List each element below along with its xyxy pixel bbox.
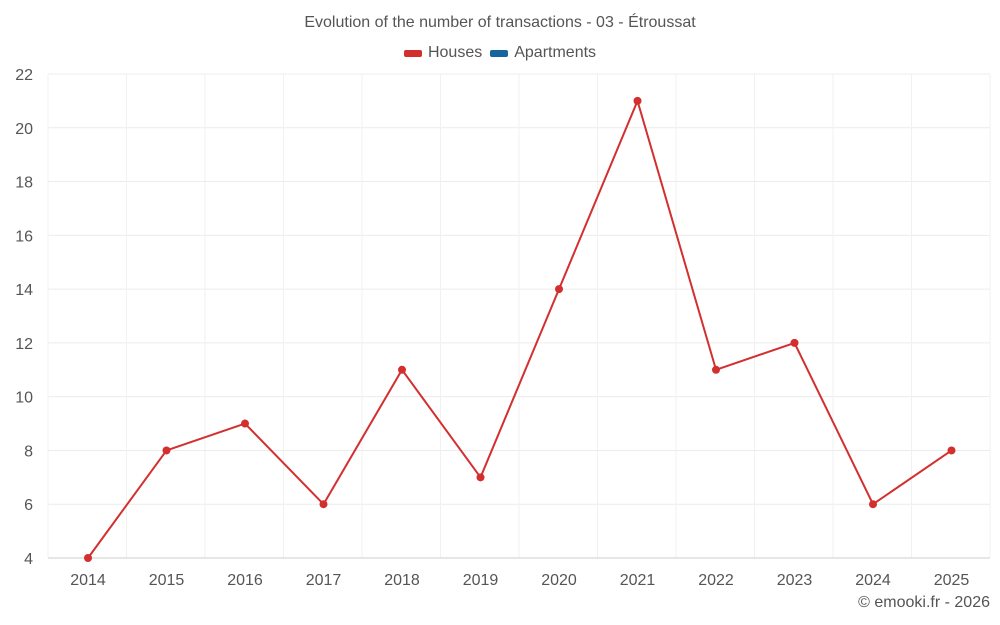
- x-tick-label-2019: 2019: [463, 572, 499, 589]
- y-tick-label-18: 18: [15, 175, 33, 192]
- y-tick-label-14: 14: [15, 282, 33, 299]
- legend-item-apartments[interactable]: Apartments: [490, 44, 596, 62]
- data-point-houses-2017: [319, 500, 328, 509]
- x-tick-label-2017: 2017: [306, 572, 342, 589]
- x-tick-label-2014: 2014: [70, 572, 106, 589]
- data-point-houses-2020: [555, 285, 563, 294]
- data-point-houses-2018: [398, 365, 406, 374]
- x-tick-label-2021: 2021: [620, 572, 656, 589]
- data-point-houses-2014: [84, 554, 92, 562]
- data-point-houses-2022: [712, 365, 720, 374]
- data-point-houses-2016: [241, 419, 249, 428]
- y-tick-label-8: 8: [24, 443, 33, 460]
- legend-item-houses[interactable]: Houses: [403, 44, 483, 62]
- credit-text: © emooki.fr - 2026: [858, 594, 990, 611]
- chart-title: Evolution of the number of transactions …: [304, 14, 696, 31]
- x-tick-label-2018: 2018: [384, 572, 420, 589]
- data-point-houses-2023: [790, 338, 799, 347]
- data-point-houses-2019: [476, 473, 485, 482]
- x-tick-label-2020: 2020: [541, 572, 577, 589]
- x-tick-label-2015: 2015: [149, 572, 185, 589]
- data-point-houses-2021: [633, 96, 642, 105]
- x-tick-label-2025: 2025: [934, 572, 970, 589]
- y-tick-label-16: 16: [15, 228, 33, 245]
- series-line-houses: [87, 99, 953, 559]
- y-tick-label-6: 6: [24, 497, 33, 514]
- chart-legend: Houses Apartments: [0, 44, 1000, 62]
- x-tick-label-2023: 2023: [777, 572, 813, 589]
- legend-swatch-apartments: [490, 49, 509, 57]
- x-tick-label-2024: 2024: [855, 572, 891, 589]
- data-point-houses-2025: [947, 446, 956, 455]
- x-tick-label-2016: 2016: [227, 572, 263, 589]
- y-tick-label-10: 10: [15, 390, 33, 407]
- legend-label-apartments: Apartments: [514, 44, 597, 61]
- legend-swatch-houses: [403, 49, 422, 57]
- x-tick-label-2022: 2022: [698, 572, 734, 589]
- data-point-houses-2015: [162, 446, 171, 455]
- y-tick-label-4: 4: [24, 551, 33, 568]
- legend-label-houses: Houses: [427, 44, 483, 61]
- data-point-houses-2024: [869, 500, 877, 509]
- y-tick-label-22: 22: [15, 67, 33, 84]
- y-tick-label-12: 12: [15, 336, 33, 353]
- y-tick-label-20: 20: [15, 121, 33, 138]
